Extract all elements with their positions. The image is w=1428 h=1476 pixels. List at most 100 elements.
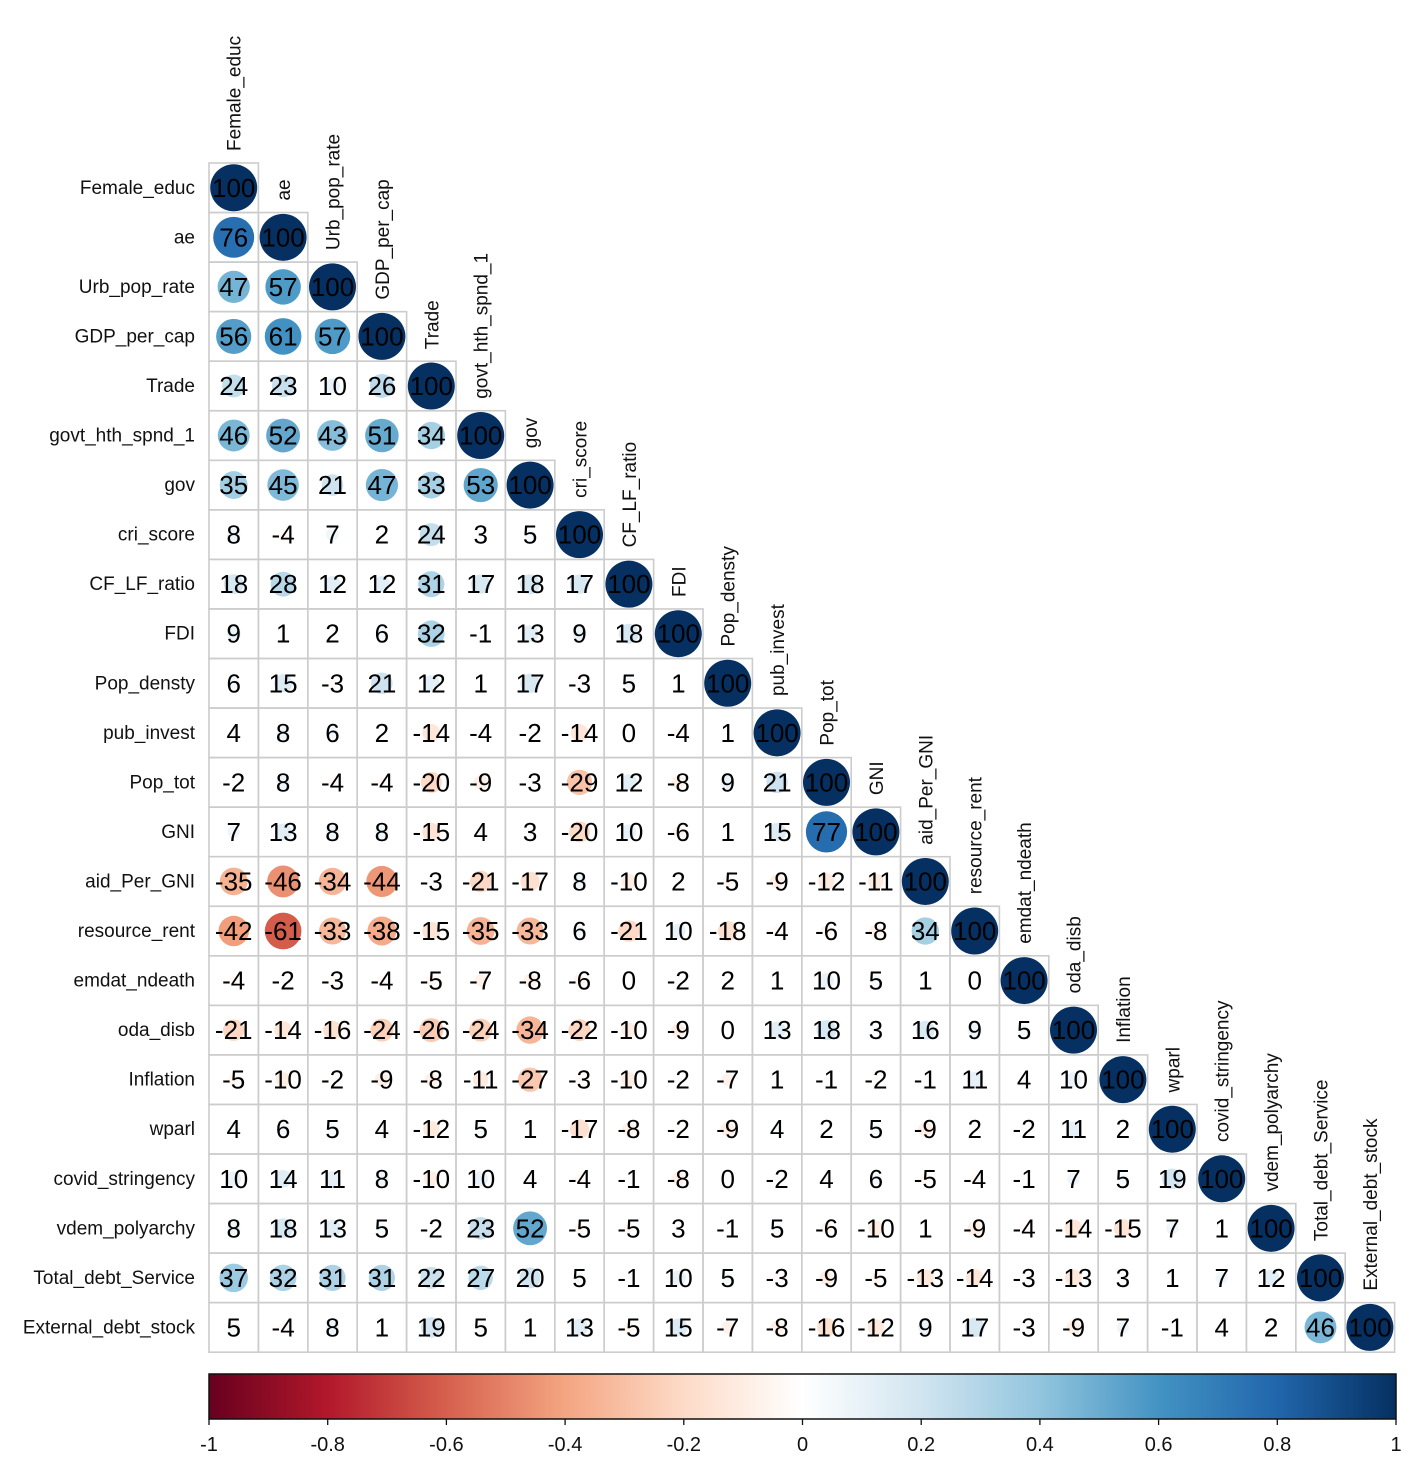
correlation-value: -38 [363,916,401,946]
correlation-value: -20 [561,817,599,847]
correlation-value: 100 [1249,1213,1292,1243]
correlation-circle [1119,1125,1127,1133]
correlation-circle [772,926,782,936]
correlation-circle [674,1224,683,1233]
correlation-circle [516,917,544,945]
correlation-circle [525,1174,535,1184]
correlation-circle [621,1072,637,1088]
correlation-circle [217,270,250,303]
correlation-value: 16 [911,1015,940,1045]
correlation-circle [1021,1176,1027,1182]
correlation-value: 6 [572,916,586,946]
correlation-value: -33 [511,916,549,946]
correlation-value: -2 [667,966,690,996]
correlation-circle [570,724,589,742]
correlation-value: -7 [469,966,492,996]
correlation-circle [1020,1125,1028,1133]
correlation-circle [1166,1222,1179,1235]
correlation-circle [325,825,340,839]
row-label: govt_hth_spnd_1 [49,426,195,447]
correlation-circle [967,1221,982,1236]
column-label: CF_LF_ratio [620,442,641,548]
correlation-circle [318,867,347,896]
correlation-value: 100 [755,718,798,748]
correlation-circle [868,1220,884,1236]
correlation-value: 8 [276,767,290,797]
correlation-circle [724,977,732,984]
correlation-circle [872,1076,880,1083]
row-label: resource_rent [78,921,196,942]
correlation-circle [217,419,250,452]
correlation-value: -1 [914,1065,937,1095]
correlation-value: 18 [269,1213,298,1243]
correlation-value: 1 [720,718,734,748]
correlation-value: 21 [318,470,347,500]
correlation-circle [922,978,928,983]
correlation-value: 13 [318,1213,347,1243]
correlation-value: 15 [269,668,298,698]
correlation-value: 51 [367,421,396,451]
row-label: pub_invest [103,723,196,744]
correlation-circle [319,1264,346,1291]
column-label: aid_Per_GNI [916,735,937,845]
correlation-value: -7 [716,1065,739,1095]
correlation-circle [426,975,437,986]
correlation-circle [918,1320,933,1335]
correlation-circle [218,915,249,947]
correlation-circle [670,1270,686,1286]
correlation-value: 1 [1214,1213,1228,1243]
correlation-circle [770,1320,784,1335]
correlation-value: -20 [413,767,451,797]
correlation-circle [526,778,535,787]
correlation-value: -34 [314,866,352,896]
correlation-value: 100 [1299,1263,1342,1293]
correlation-circle [222,1019,245,1041]
correlation-value: -4 [963,1164,986,1194]
correlation-value: -1 [716,1213,739,1243]
correlation-circle [213,216,255,258]
correlation-value: -10 [610,1015,648,1045]
correlation-value: 15 [763,817,792,847]
correlation-circle [269,1264,297,1292]
correlation-circle [210,164,258,212]
correlation-circle [671,1023,686,1038]
correlation-circle [317,420,348,451]
correlation-value: 46 [1306,1312,1335,1342]
correlation-value: 31 [367,1263,396,1293]
correlation-value: 21 [763,767,792,797]
correlation-circle [621,1022,637,1038]
correlation-circle [768,1021,786,1039]
correlation-circle [376,627,388,640]
correlation-circle [266,418,301,453]
correlation-value: -21 [610,916,648,946]
correlation-circle [971,1125,979,1133]
correlation-circle [1304,1311,1337,1344]
correlation-value: -4 [568,1164,591,1194]
correlation-circle [965,1269,984,1287]
colorbar-tick-label: -0.2 [667,1434,701,1456]
column-label: govt_hth_spnd_1 [472,253,493,399]
correlation-circle [379,1325,385,1330]
column-label: pub_invest [768,603,789,696]
correlation-circle [916,1269,934,1287]
correlation-circle [675,680,681,686]
correlation-circle [370,1018,394,1042]
column-label: wparl [1163,1047,1184,1093]
column-label: Female_educ [225,36,246,151]
correlation-circle [223,574,244,595]
correlation-value: 1 [276,619,290,649]
correlation-circle [226,626,241,641]
correlation-circle [274,674,293,693]
correlation-value: -9 [370,1065,393,1095]
row-label: External_debt_stock [23,1317,196,1338]
correlation-value: -15 [1104,1213,1142,1243]
column-label: FDI [669,566,690,597]
correlation-circle [720,1122,735,1137]
correlation-circle [219,1263,248,1293]
correlation-circle [259,213,307,261]
correlation-circle [722,1272,733,1284]
row-label: Trade [146,376,195,397]
correlation-circle [672,826,685,838]
correlation-value: 2 [375,718,389,748]
